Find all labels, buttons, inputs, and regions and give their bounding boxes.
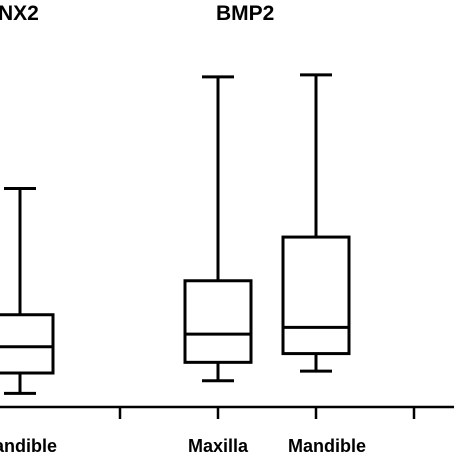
panel-title-runx2: NX2 [0, 2, 39, 25]
chart-marks: Mandible Maxilla Mandible [0, 73, 416, 454]
panel-title-bmp2: BMP2 [216, 2, 274, 25]
panel1-mandible-box [281, 235, 351, 356]
panel1-maxilla-tick-label: Maxilla [188, 436, 249, 454]
panel1-maxilla-box [183, 279, 253, 364]
panel0-mandible-box [0, 313, 55, 375]
panel1-mandible-tick-label: Mandible [288, 436, 366, 454]
panel0-mandible-tick-label: Mandible [0, 436, 57, 454]
